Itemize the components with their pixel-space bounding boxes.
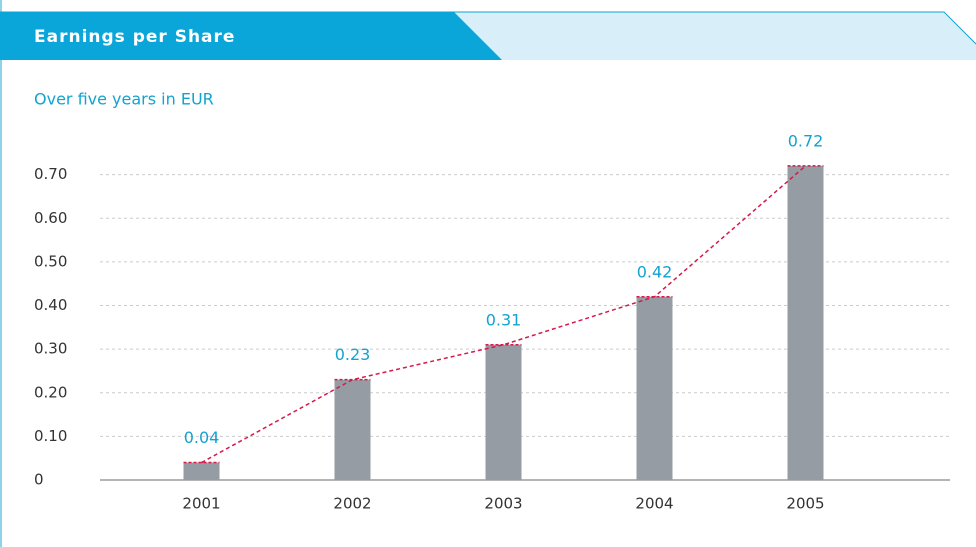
bar (334, 379, 371, 480)
value-label: 0.31 (486, 310, 522, 329)
x-tick-label: 2001 (182, 495, 220, 513)
bar (636, 296, 673, 480)
value-label: 0.04 (184, 428, 220, 447)
y-tick-label: 0 (34, 471, 44, 489)
y-tick-label: 0.20 (34, 383, 67, 401)
header-bar (0, 12, 502, 60)
x-tick-label: 2002 (333, 495, 371, 513)
y-tick-label: 0.50 (34, 252, 67, 270)
bar (787, 165, 824, 480)
chart-subtitle: Over five years in EUR (34, 90, 214, 109)
y-tick-label: 0.10 (34, 427, 67, 445)
bar (183, 462, 220, 480)
x-tick-label: 2005 (786, 495, 824, 513)
bar (485, 344, 522, 480)
value-label: 0.72 (788, 131, 824, 150)
x-tick-label: 2003 (484, 495, 522, 513)
y-tick-label: 0.70 (34, 165, 67, 183)
y-tick-label: 0.30 (34, 340, 67, 358)
value-label: 0.23 (335, 345, 371, 364)
y-tick-label: 0.40 (34, 296, 67, 314)
chart-title: Earnings per Share (34, 27, 235, 47)
x-tick-label: 2004 (635, 495, 673, 513)
value-label: 0.42 (637, 262, 673, 281)
trend-line (201, 165, 806, 464)
y-tick-label: 0.60 (34, 209, 67, 227)
